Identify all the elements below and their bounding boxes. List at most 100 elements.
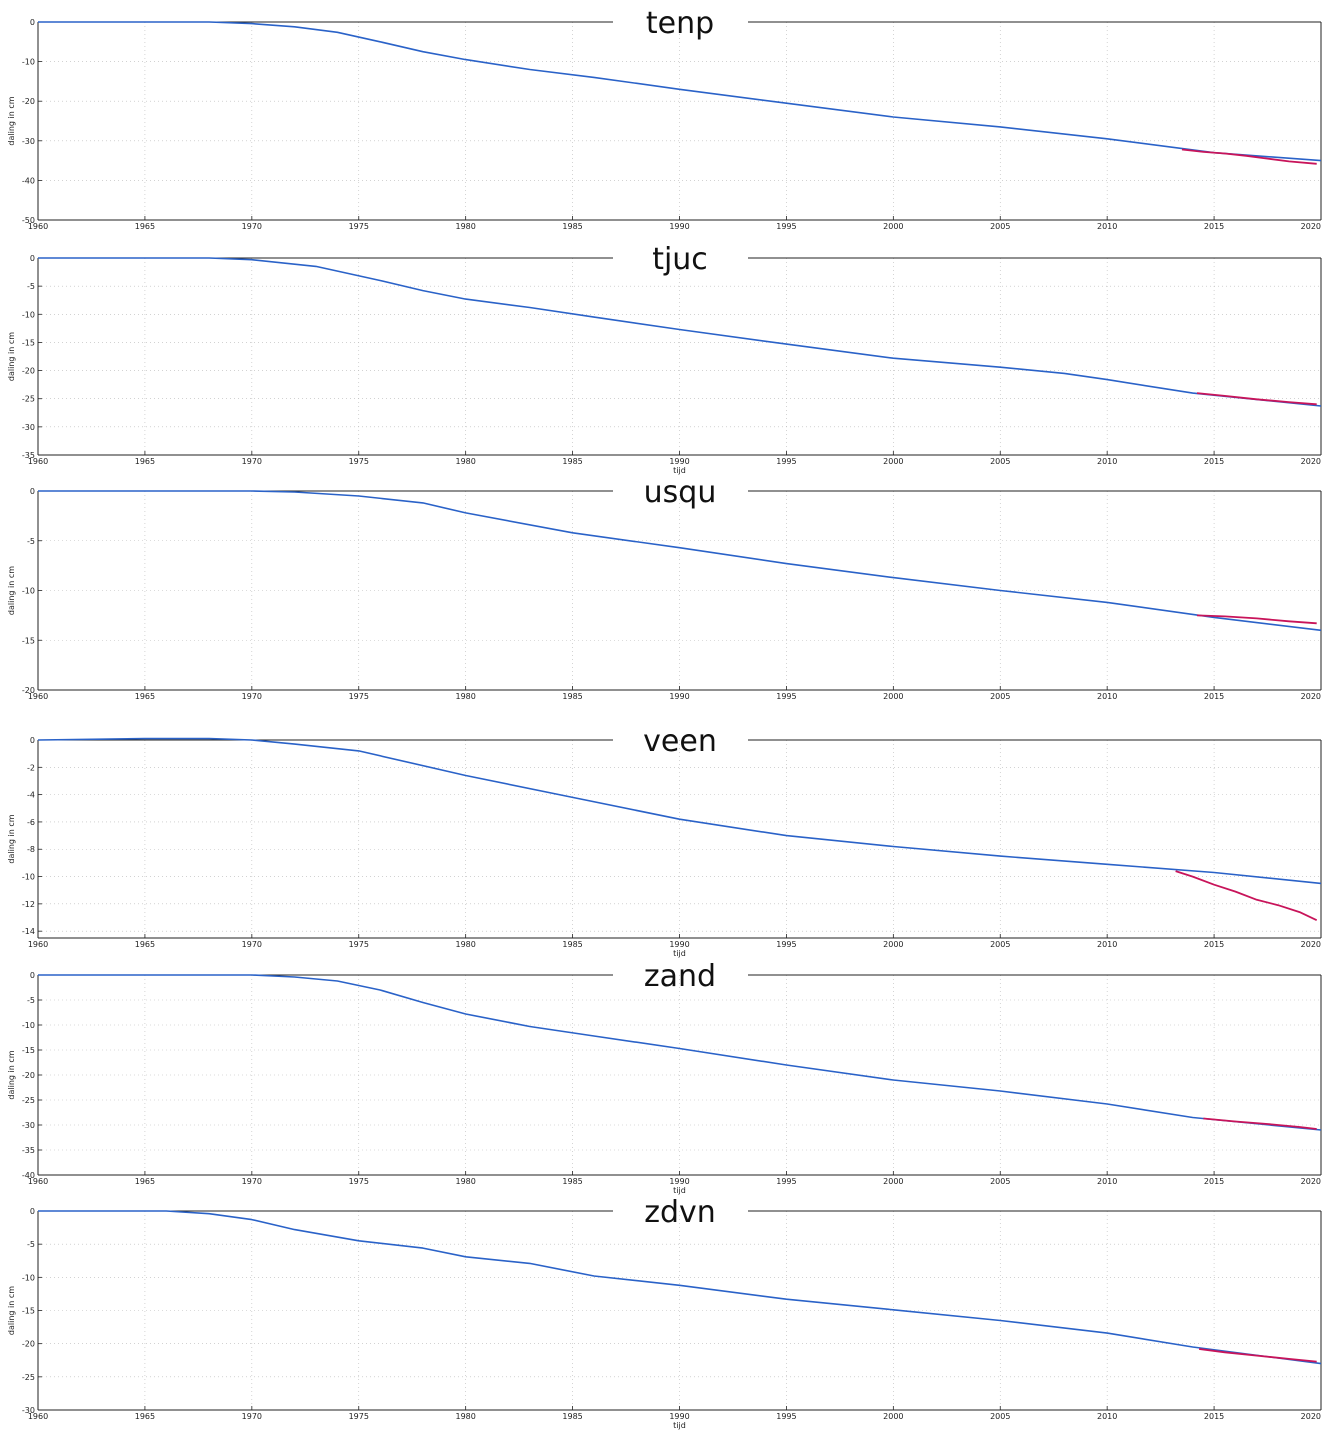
x-tick-label: 1980 <box>455 940 475 949</box>
x-tick-label: 1965 <box>135 692 155 701</box>
y-tick-label: 0 <box>30 18 35 27</box>
y-tick-label: -14 <box>22 927 35 936</box>
x-tick-label: 1960 <box>28 457 48 466</box>
y-tick-label: -20 <box>22 367 35 376</box>
y-tick-label: -6 <box>27 818 35 827</box>
x-tick-label: 1985 <box>562 1412 582 1421</box>
x-tick-label: 2010 <box>1097 457 1117 466</box>
x-axis-label: tijd <box>673 949 686 958</box>
y-tick-label: -10 <box>22 1021 35 1030</box>
x-tick-label: 1980 <box>455 1177 475 1186</box>
x-tick-label: 2000 <box>883 1177 903 1186</box>
x-tick-label: 2010 <box>1097 940 1117 949</box>
series-line-1 <box>1203 1117 1317 1130</box>
series-line-0 <box>38 257 1322 407</box>
x-tick-label: 1995 <box>776 457 796 466</box>
x-tick-label: 2000 <box>883 457 903 466</box>
x-tick-label: 2015 <box>1204 940 1224 949</box>
x-tick-label: 1980 <box>455 1412 475 1421</box>
x-tick-label: 2000 <box>883 222 903 231</box>
x-tick-label: 1985 <box>562 692 582 701</box>
series-line-1 <box>1175 870 1318 922</box>
chart-title: tjuc <box>652 242 708 277</box>
y-tick-label: -15 <box>22 338 35 347</box>
y-tick-label: -15 <box>22 1046 35 1055</box>
x-tick-label: 1960 <box>28 1177 48 1186</box>
y-tick-label: -5 <box>27 1240 35 1249</box>
x-tick-label: 1970 <box>242 1177 262 1186</box>
y-tick-label: -5 <box>27 537 35 546</box>
x-tick-label: 1980 <box>455 222 475 231</box>
x-tick-label: 1980 <box>455 457 475 466</box>
x-tick-label: 1965 <box>135 457 155 466</box>
x-tick-label: 2020 <box>1301 692 1321 701</box>
x-tick-label: 1965 <box>135 940 155 949</box>
x-tick-label: 1965 <box>135 1177 155 1186</box>
x-tick-label: 1985 <box>562 940 582 949</box>
series-line-0 <box>38 21 1322 162</box>
x-tick-label: 1990 <box>669 222 689 231</box>
y-tick-label: -15 <box>22 1307 35 1316</box>
y-tick-label: -15 <box>22 636 35 645</box>
x-tick-label: 1995 <box>776 1177 796 1186</box>
y-tick-label: -20 <box>22 686 35 695</box>
y-axis-label: daling in cm <box>7 1286 16 1335</box>
x-tick-label: 2010 <box>1097 1177 1117 1186</box>
x-tick-label: 1995 <box>776 222 796 231</box>
x-tick-label: 1975 <box>349 457 369 466</box>
x-tick-label: 1995 <box>776 1412 796 1421</box>
x-tick-label: 2005 <box>990 222 1010 231</box>
x-tick-label: 2020 <box>1301 1412 1321 1421</box>
y-tick-label: -35 <box>22 451 35 460</box>
y-tick-label: 0 <box>30 254 35 263</box>
x-tick-label: 1990 <box>669 457 689 466</box>
x-tick-label: 2005 <box>990 1177 1010 1186</box>
panel-0: tenp 1960 1965 1970 1975 1980 1985 1990 1995 2000… <box>7 6 1322 231</box>
x-tick-label: 2005 <box>990 692 1010 701</box>
x-tick-label: 2010 <box>1097 1412 1117 1421</box>
series-line-1 <box>1196 614 1317 625</box>
x-tick-label: 1960 <box>28 1412 48 1421</box>
y-tick-label: -25 <box>22 1096 35 1105</box>
x-tick-label: 1965 <box>135 222 155 231</box>
panel-3: veen 1960 1965 1970 1975 1980 1985 1990 1995 2000… <box>7 724 1322 958</box>
y-tick-label: -20 <box>22 1340 35 1349</box>
chart-title: zdvn <box>644 1195 716 1230</box>
x-tick-label: 1975 <box>349 1412 369 1421</box>
x-tick-label: 1985 <box>562 222 582 231</box>
x-tick-label: 1990 <box>669 692 689 701</box>
y-axis-label: daling in cm <box>7 1050 16 1099</box>
y-tick-label: -5 <box>27 282 35 291</box>
y-tick-label: -30 <box>22 1121 35 1130</box>
y-tick-label: -35 <box>22 1146 35 1155</box>
series-line-1 <box>1198 1348 1317 1363</box>
x-tick-label: 1990 <box>669 1177 689 1186</box>
x-tick-label: 2010 <box>1097 692 1117 701</box>
x-tick-label: 1975 <box>349 692 369 701</box>
y-axis-label: daling in cm <box>7 814 16 863</box>
y-tick-label: -12 <box>22 900 35 909</box>
y-tick-label: 0 <box>30 736 35 745</box>
series-line-1 <box>1181 148 1317 165</box>
x-tick-label: 2015 <box>1204 1412 1224 1421</box>
x-tick-label: 1960 <box>28 222 48 231</box>
x-tick-label: 1970 <box>242 940 262 949</box>
x-tick-label: 1960 <box>28 692 48 701</box>
x-tick-label: 2015 <box>1204 457 1224 466</box>
x-tick-label: 1995 <box>776 940 796 949</box>
y-tick-label: -2 <box>27 763 35 772</box>
x-tick-label: 1970 <box>242 222 262 231</box>
series-line-0 <box>38 974 1322 1131</box>
chart-title: veen <box>643 724 717 759</box>
x-axis-label: tijd <box>673 1421 686 1430</box>
x-tick-label: 1995 <box>776 692 796 701</box>
x-tick-label: 1970 <box>242 457 262 466</box>
x-axis-label: tijd <box>673 1186 686 1195</box>
x-tick-label: 1990 <box>669 940 689 949</box>
y-tick-label: -10 <box>22 58 35 67</box>
x-tick-label: 2020 <box>1301 222 1321 231</box>
y-tick-label: -25 <box>22 1373 35 1382</box>
y-axis-label: daling in cm <box>7 332 16 381</box>
series-line-0 <box>37 737 1322 885</box>
